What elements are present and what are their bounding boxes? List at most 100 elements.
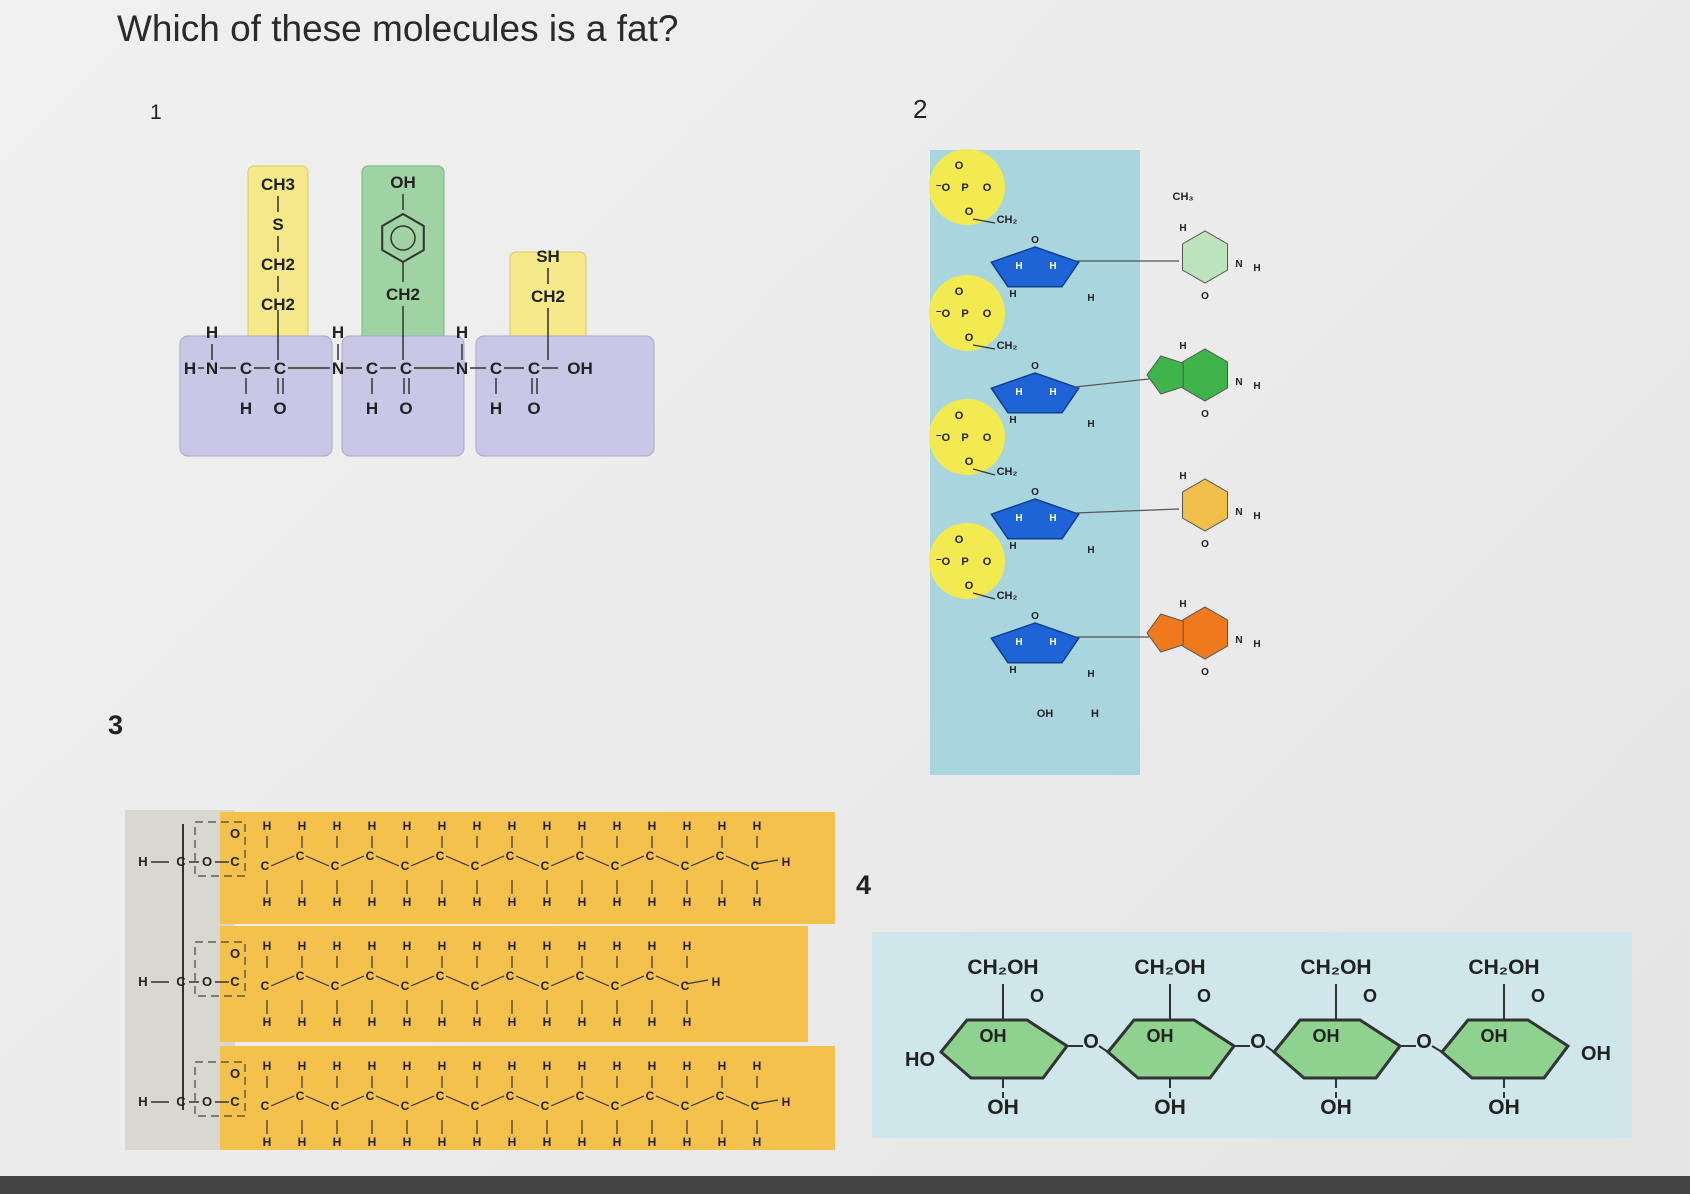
chain-h-bottom: H: [368, 1135, 377, 1149]
chain-h-bottom: H: [298, 1015, 307, 1029]
screen-edge: [0, 1176, 1690, 1194]
bond-line: [1074, 508, 1180, 514]
chain-carbon: C: [541, 1099, 550, 1113]
ch2oh-group: CH₂OH: [1468, 956, 1539, 979]
bond-line: [515, 975, 540, 987]
chain-carbon: C: [296, 969, 305, 983]
chain-carbon: C: [436, 969, 445, 983]
phosphate-o-minus: ⁻O: [936, 556, 951, 568]
bond-line: [480, 1095, 505, 1107]
chain-carbon: C: [436, 1089, 445, 1103]
bond-line: [270, 975, 295, 987]
sugar-h-below: H: [1087, 545, 1094, 556]
fatty-acid-chain-band: [220, 812, 835, 924]
chain-h-bottom: H: [543, 1015, 552, 1029]
bond-line: [550, 1095, 575, 1107]
chain-terminal-h: H: [782, 1095, 791, 1109]
chain-carbon: C: [576, 849, 585, 863]
nitrogen-3: N: [456, 359, 468, 378]
sugar-h-below: H: [1009, 665, 1016, 676]
chain-h-bottom: H: [613, 895, 622, 909]
chain-h-top: H: [543, 939, 552, 953]
chain-h-bottom: H: [648, 1135, 657, 1149]
chain-h-top: H: [333, 1059, 342, 1073]
deoxyribose-sugar: [990, 372, 1080, 414]
bond-line: [410, 975, 435, 987]
chain-h-top: H: [438, 819, 447, 833]
nitrogen-1: N: [206, 359, 218, 378]
chain-h-bottom: H: [438, 1015, 447, 1029]
ring-oxygen: O: [1363, 986, 1377, 1006]
phosphate-group: [929, 523, 1005, 599]
glucose-ring: [1439, 1018, 1571, 1080]
nitrogenous-base: [1182, 606, 1228, 660]
phosphorus: P: [961, 556, 968, 568]
chain-carbon: C: [401, 1099, 410, 1113]
phosphate-group: [929, 149, 1005, 225]
bond-line: [375, 1095, 400, 1107]
ester-o: O: [202, 854, 212, 869]
chain-h-top: H: [578, 1059, 587, 1073]
deoxyribose-sugar: [990, 246, 1080, 288]
bond-line: [270, 1095, 295, 1107]
chain-h-top: H: [368, 819, 377, 833]
bond-line: [305, 855, 330, 867]
bond-line: [480, 855, 505, 867]
chain-h-bottom: H: [473, 895, 482, 909]
ester-c: C: [230, 1094, 240, 1109]
base-h: H: [1179, 223, 1186, 234]
chain-h-top: H: [298, 939, 307, 953]
base-h: H: [1179, 471, 1186, 482]
alpha-h-1: H: [240, 399, 252, 418]
carbonyl-carbon-1: C: [274, 359, 286, 378]
phosphate-o-right: O: [983, 182, 992, 194]
phosphate-o-top: O: [955, 534, 964, 546]
chain-h-top: H: [333, 819, 342, 833]
bond-line: [305, 1095, 330, 1107]
nitrogenous-base: [1182, 348, 1228, 402]
chain-carbon: C: [681, 979, 690, 993]
bond-line: [410, 1095, 435, 1107]
chain-h-top: H: [613, 939, 622, 953]
chain-h-top: H: [718, 819, 727, 833]
chain-terminal-h: H: [712, 975, 721, 989]
ester-c: C: [230, 974, 240, 989]
phosphate-o-minus: ⁻O: [936, 308, 951, 320]
chain-carbon: C: [576, 1089, 585, 1103]
question-text: Which of these molecules is a fat?: [117, 8, 679, 49]
option-number-2: 2: [913, 94, 928, 124]
alpha-h-3: H: [490, 399, 502, 418]
bond-line: [972, 344, 996, 350]
glycerol-h: H: [138, 854, 147, 869]
ester-o: O: [202, 1094, 212, 1109]
chain-h-bottom: H: [508, 1015, 517, 1029]
chain-carbon: C: [716, 849, 725, 863]
chain-carbon: C: [471, 1099, 480, 1113]
base-o: O: [1201, 291, 1209, 302]
phosphate-o-bottom: O: [965, 456, 974, 468]
deoxyribose-sugar: [990, 622, 1080, 664]
chain-carbon: C: [331, 979, 340, 993]
option-number-4: 4: [856, 870, 872, 900]
fatty-acid-chain-band: [220, 926, 808, 1042]
chain-h-top: H: [473, 939, 482, 953]
methyl-group: CH₃: [1173, 191, 1194, 203]
chain-carbon: C: [436, 849, 445, 863]
glycosidic-o: O: [1083, 1031, 1099, 1053]
chain-h-top: H: [438, 939, 447, 953]
chain-h-bottom: H: [473, 1135, 482, 1149]
terminal-oh: OH: [1581, 1043, 1611, 1065]
chain-carbon: C: [716, 1089, 725, 1103]
bond-line: [585, 975, 610, 987]
phosphorus: P: [961, 308, 968, 320]
bond-line: [620, 975, 645, 987]
chain-h-bottom: H: [508, 895, 517, 909]
benzene-ring-inner: [390, 225, 416, 251]
bond-line: [585, 855, 610, 867]
bond-line: [375, 855, 400, 867]
glycosidic-o: O: [1250, 1031, 1266, 1053]
bond-line: [480, 975, 505, 987]
sugar-h-below: H: [1009, 289, 1016, 300]
